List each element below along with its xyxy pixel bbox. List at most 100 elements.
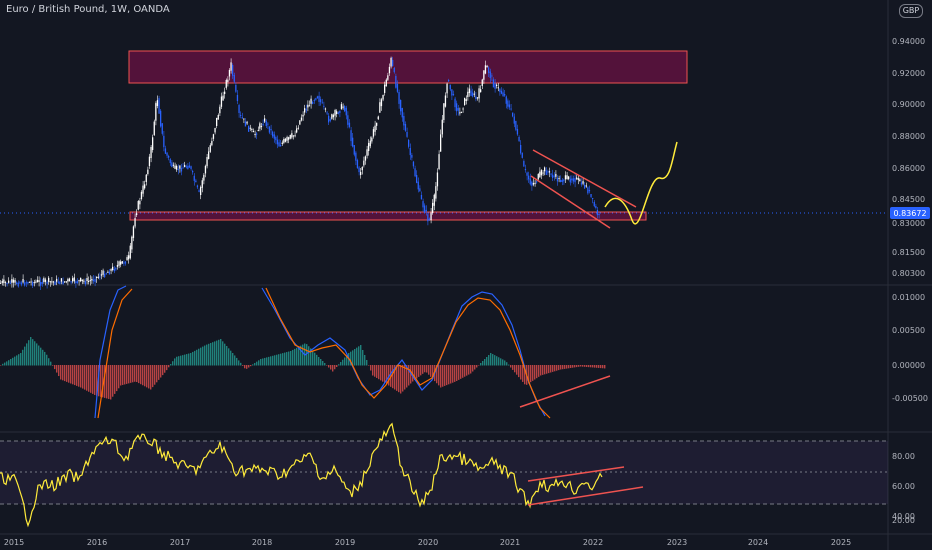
- histogram-bar: [16, 355, 18, 366]
- candle-body: [272, 131, 274, 137]
- histogram-bar: [522, 365, 524, 382]
- candle-body: [339, 110, 341, 113]
- channel-upper-trendline[interactable]: [532, 149, 637, 208]
- price-candles[interactable]: [0, 56, 600, 291]
- histogram-bar: [354, 349, 356, 366]
- candle-body: [116, 265, 119, 267]
- candle-body: [187, 165, 189, 169]
- histogram-bar: [50, 361, 52, 366]
- candle-body: [555, 173, 557, 177]
- rsi-tick-label: 80.00: [892, 452, 915, 461]
- candle-body: [435, 186, 437, 199]
- candle-body: [408, 140, 410, 147]
- macd-axis[interactable]: 0.01000 0.00500 0.00000 -0.00500: [892, 293, 928, 403]
- candle-body: [476, 97, 479, 99]
- histogram-bar: [514, 365, 516, 373]
- rsi-line[interactable]: [0, 422, 603, 528]
- histogram-bar: [316, 354, 318, 366]
- candle-body: [560, 180, 562, 182]
- candle-body: [72, 278, 74, 282]
- resistance-zone[interactable]: [128, 50, 688, 84]
- candle-body: [241, 117, 243, 119]
- histogram-bar: [74, 365, 76, 386]
- macd-line[interactable]: [94, 285, 546, 419]
- time-axis[interactable]: 2015 2016 2017 2018 2019 2020 2021 2022 2023 2024…: [4, 538, 851, 547]
- candle-body: [368, 142, 370, 151]
- histogram-bar: [150, 365, 152, 390]
- candle-body: [448, 80, 450, 82]
- candle-body: [363, 160, 365, 166]
- rsi-tick-label: 60.00: [892, 482, 915, 491]
- candle-body: [582, 181, 584, 184]
- candle-body: [504, 94, 506, 96]
- rsi-upper-trendline[interactable]: [527, 466, 625, 482]
- histogram-bar: [578, 365, 580, 367]
- histogram-bar: [460, 365, 462, 379]
- histogram-bar: [260, 359, 262, 366]
- histogram-bar: [86, 365, 88, 391]
- candle-body: [502, 92, 504, 97]
- histogram-bar: [588, 365, 590, 368]
- candle-body: [169, 159, 171, 163]
- histogram-bar: [554, 365, 556, 372]
- candle-body: [523, 161, 525, 167]
- projection-path[interactable]: [604, 141, 678, 225]
- histogram-bar: [46, 354, 48, 366]
- candle-body: [505, 96, 507, 104]
- histogram-bar: [594, 365, 596, 368]
- histogram-bar: [436, 365, 438, 384]
- candle-body: [246, 121, 248, 124]
- histogram-bar: [96, 365, 98, 396]
- histogram-bar: [188, 353, 190, 366]
- histogram-bar: [84, 365, 86, 390]
- price-tick-label: 0.88000: [892, 132, 925, 141]
- histogram-bar: [78, 365, 80, 387]
- candle-body: [532, 182, 535, 185]
- histogram-bar: [196, 349, 198, 366]
- histogram-bar: [394, 365, 396, 390]
- histogram-bar: [362, 350, 364, 366]
- histogram-bar: [586, 365, 588, 367]
- candle-body: [416, 175, 418, 183]
- currency-badge[interactable]: GBP: [899, 4, 923, 18]
- candle-body: [60, 278, 63, 282]
- candle-body: [262, 123, 264, 126]
- histogram-bar: [270, 356, 272, 366]
- candle-body: [284, 138, 287, 142]
- candle-body: [115, 267, 117, 270]
- candle-body: [440, 134, 442, 152]
- histogram-bar: [288, 351, 290, 366]
- candle-body: [524, 169, 527, 171]
- histogram-bar: [184, 354, 186, 366]
- macd-divergence-trendline[interactable]: [519, 375, 611, 408]
- histogram-bar: [574, 365, 576, 368]
- candle-body: [315, 98, 317, 100]
- histogram-bar: [518, 365, 520, 378]
- candle-body: [43, 278, 45, 282]
- candle-body: [113, 268, 115, 272]
- histogram-bar: [596, 365, 598, 368]
- histogram-bar: [312, 350, 314, 366]
- histogram-bar: [446, 365, 448, 386]
- signal-line[interactable]: [97, 287, 551, 419]
- candle-body: [110, 269, 112, 271]
- candle-body: [404, 124, 407, 131]
- candle-body: [267, 123, 269, 125]
- candle-body: [22, 279, 24, 283]
- histogram-bar: [454, 365, 456, 382]
- candle-body: [76, 281, 79, 283]
- candle-body: [481, 79, 483, 86]
- channel-lower-trendline[interactable]: [530, 175, 611, 229]
- candle-body: [371, 137, 373, 142]
- candle-body: [153, 121, 155, 136]
- candle-body: [188, 165, 191, 168]
- rsi-lower-trendline[interactable]: [527, 486, 644, 506]
- histogram-bar: [482, 361, 484, 366]
- support-zone[interactable]: [129, 211, 647, 221]
- histogram-bar: [318, 357, 320, 366]
- price-axis[interactable]: 0.94000 0.92000 0.90000 0.88000 0.86000 0.845…: [892, 37, 925, 278]
- histogram-bar: [360, 345, 362, 366]
- candle-body: [273, 134, 275, 139]
